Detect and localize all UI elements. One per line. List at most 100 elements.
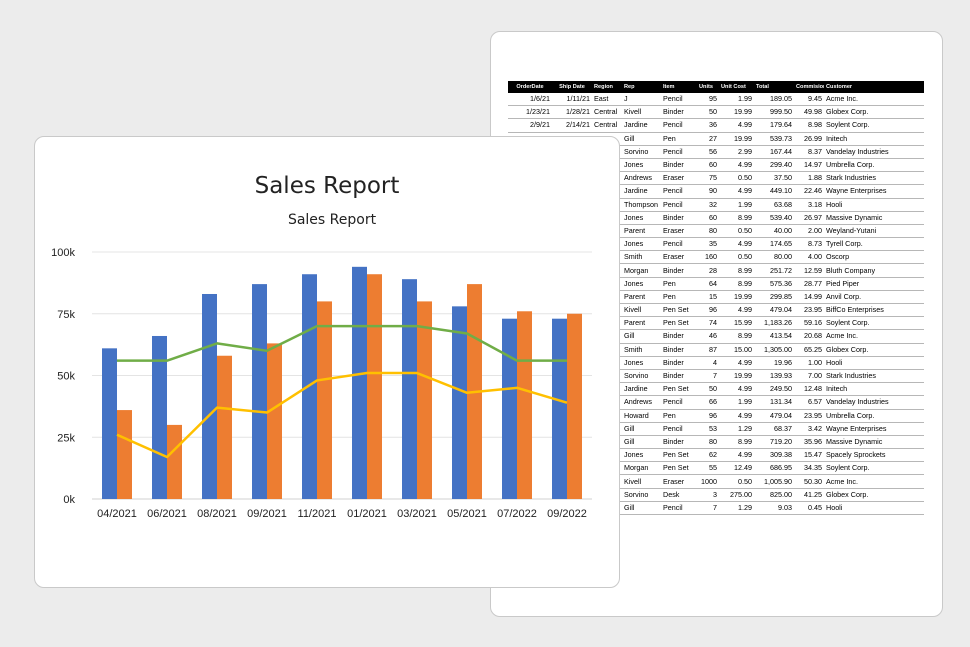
table-cell: 0.45 — [794, 501, 824, 516]
column-header: Item — [661, 81, 697, 93]
table-cell: 189.05 — [754, 93, 794, 107]
table-cell: Pencil — [661, 184, 697, 199]
table-cell: 1/6/21 — [508, 93, 552, 107]
table-cell: 12.49 — [719, 461, 754, 476]
table-cell: 1.88 — [794, 171, 824, 186]
table-cell: Pen — [661, 277, 697, 291]
table-cell: Binder — [661, 343, 697, 357]
table-cell: 19.99 — [719, 369, 754, 384]
x-tick-label: 08/2021 — [197, 508, 237, 520]
table-cell: Initech — [824, 132, 924, 146]
table-cell: Wayne Enterprises — [824, 184, 924, 199]
table-cell: 3.42 — [794, 422, 824, 436]
table-cell: 479.04 — [754, 409, 794, 423]
table-cell: 23.95 — [794, 303, 824, 318]
table-cell: Bluth Company — [824, 263, 924, 278]
table-cell: 36 — [697, 118, 719, 133]
table-cell: Tyrell Corp. — [824, 237, 924, 252]
table-cell: 2.99 — [719, 145, 754, 159]
bar-series-1 — [202, 293, 217, 499]
table-cell: Jardine — [622, 184, 661, 199]
table-cell: Hooli — [824, 198, 924, 212]
table-cell: 1/28/21 — [552, 105, 592, 120]
table-cell: 1,305.00 — [754, 343, 794, 357]
x-tick-label: 09/2021 — [247, 508, 287, 520]
table-cell: 7.00 — [794, 369, 824, 384]
table-cell: 1.00 — [794, 356, 824, 370]
table-cell: 4.99 — [719, 382, 754, 397]
column-header: Commision — [794, 81, 824, 93]
sales-chart: Sales Report Sales Report 0k 25k 50k 75k 100… — [51, 173, 592, 520]
table-cell: 41.25 — [794, 488, 824, 502]
table-cell: 575.36 — [754, 277, 794, 291]
table-cell: 160 — [697, 250, 719, 265]
table-cell: Acme Inc. — [824, 93, 924, 107]
bar-series-1 — [102, 348, 117, 499]
table-cell: Andrews — [622, 171, 661, 186]
table-cell: 1/11/21 — [552, 93, 592, 107]
table-cell: Central — [592, 118, 622, 133]
table-cell: 9.45 — [794, 93, 824, 107]
x-tick-label: 05/2021 — [447, 508, 487, 520]
y-tick-label: 100k — [51, 247, 75, 259]
bar-series-1 — [502, 318, 517, 499]
y-tick-label: 0k — [63, 494, 75, 506]
table-cell: 1.29 — [719, 422, 754, 436]
table-cell: 0.50 — [719, 250, 754, 265]
table-cell: 12.48 — [794, 382, 824, 397]
table-cell: Soylent Corp. — [824, 461, 924, 476]
table-cell: 8.99 — [719, 329, 754, 344]
table-cell: 539.73 — [754, 132, 794, 146]
table-cell: 4.99 — [719, 303, 754, 318]
table-cell: 8.37 — [794, 145, 824, 159]
table-cell: 56 — [697, 145, 719, 159]
bar-series-2 — [217, 355, 232, 499]
table-cell: BiffCo Enterprises — [824, 303, 924, 318]
column-header: Customer — [824, 81, 924, 93]
table-cell: Umbrella Corp. — [824, 409, 924, 423]
table-cell: 8.99 — [719, 277, 754, 291]
chart-card: Sales Report Sales Report 0k 25k 50k 75k 100… — [34, 136, 620, 588]
table-cell: 66 — [697, 395, 719, 410]
table-cell: 2.00 — [794, 224, 824, 239]
x-tick-label: 03/2021 — [397, 508, 437, 520]
table-cell: Massive Dynamic — [824, 211, 924, 225]
table-cell: 87 — [697, 343, 719, 357]
table-cell: 1,005.90 — [754, 474, 794, 489]
y-tick-label: 25k — [57, 432, 75, 444]
table-cell: 131.34 — [754, 395, 794, 410]
table-cell: Binder — [661, 329, 697, 344]
table-cell: East — [592, 93, 622, 107]
table-cell: 62 — [697, 448, 719, 463]
table-cell: Soylent Corp. — [824, 118, 924, 133]
table-cell: 50.30 — [794, 474, 824, 489]
table-cell: Pied Piper — [824, 277, 924, 291]
table-cell: Binder — [661, 356, 697, 370]
table-cell: 20.68 — [794, 329, 824, 344]
table-cell: Kivell — [622, 105, 661, 120]
x-tick-label: 07/2022 — [497, 508, 537, 520]
table-cell: Gill — [622, 501, 661, 516]
y-tick-label: 50k — [57, 371, 75, 383]
table-cell: 34.35 — [794, 461, 824, 476]
table-cell: 53 — [697, 422, 719, 436]
table-cell: 65.25 — [794, 343, 824, 357]
table-cell: 4.99 — [719, 118, 754, 133]
table-cell: Binder — [661, 263, 697, 278]
table-cell: Smith — [622, 250, 661, 265]
table-cell: 4.99 — [719, 158, 754, 173]
table-cell: 15 — [697, 290, 719, 305]
table-cell: 14.99 — [794, 290, 824, 305]
table-cell: Eraser — [661, 474, 697, 489]
table-cell: 4.99 — [719, 356, 754, 370]
table-cell: 15.99 — [719, 316, 754, 331]
table-cell: Sorvino — [622, 369, 661, 384]
table-header-row: OrderDate Ship Date Region Rep Item Units Unit… — [508, 81, 924, 93]
bar-series-1 — [252, 284, 267, 499]
table-cell: 825.00 — [754, 488, 794, 502]
table-cell: 449.10 — [754, 184, 794, 199]
column-header: Region — [592, 81, 622, 93]
table-cell: Eraser — [661, 250, 697, 265]
table-cell: 174.65 — [754, 237, 794, 252]
table-cell: Desk — [661, 488, 697, 502]
